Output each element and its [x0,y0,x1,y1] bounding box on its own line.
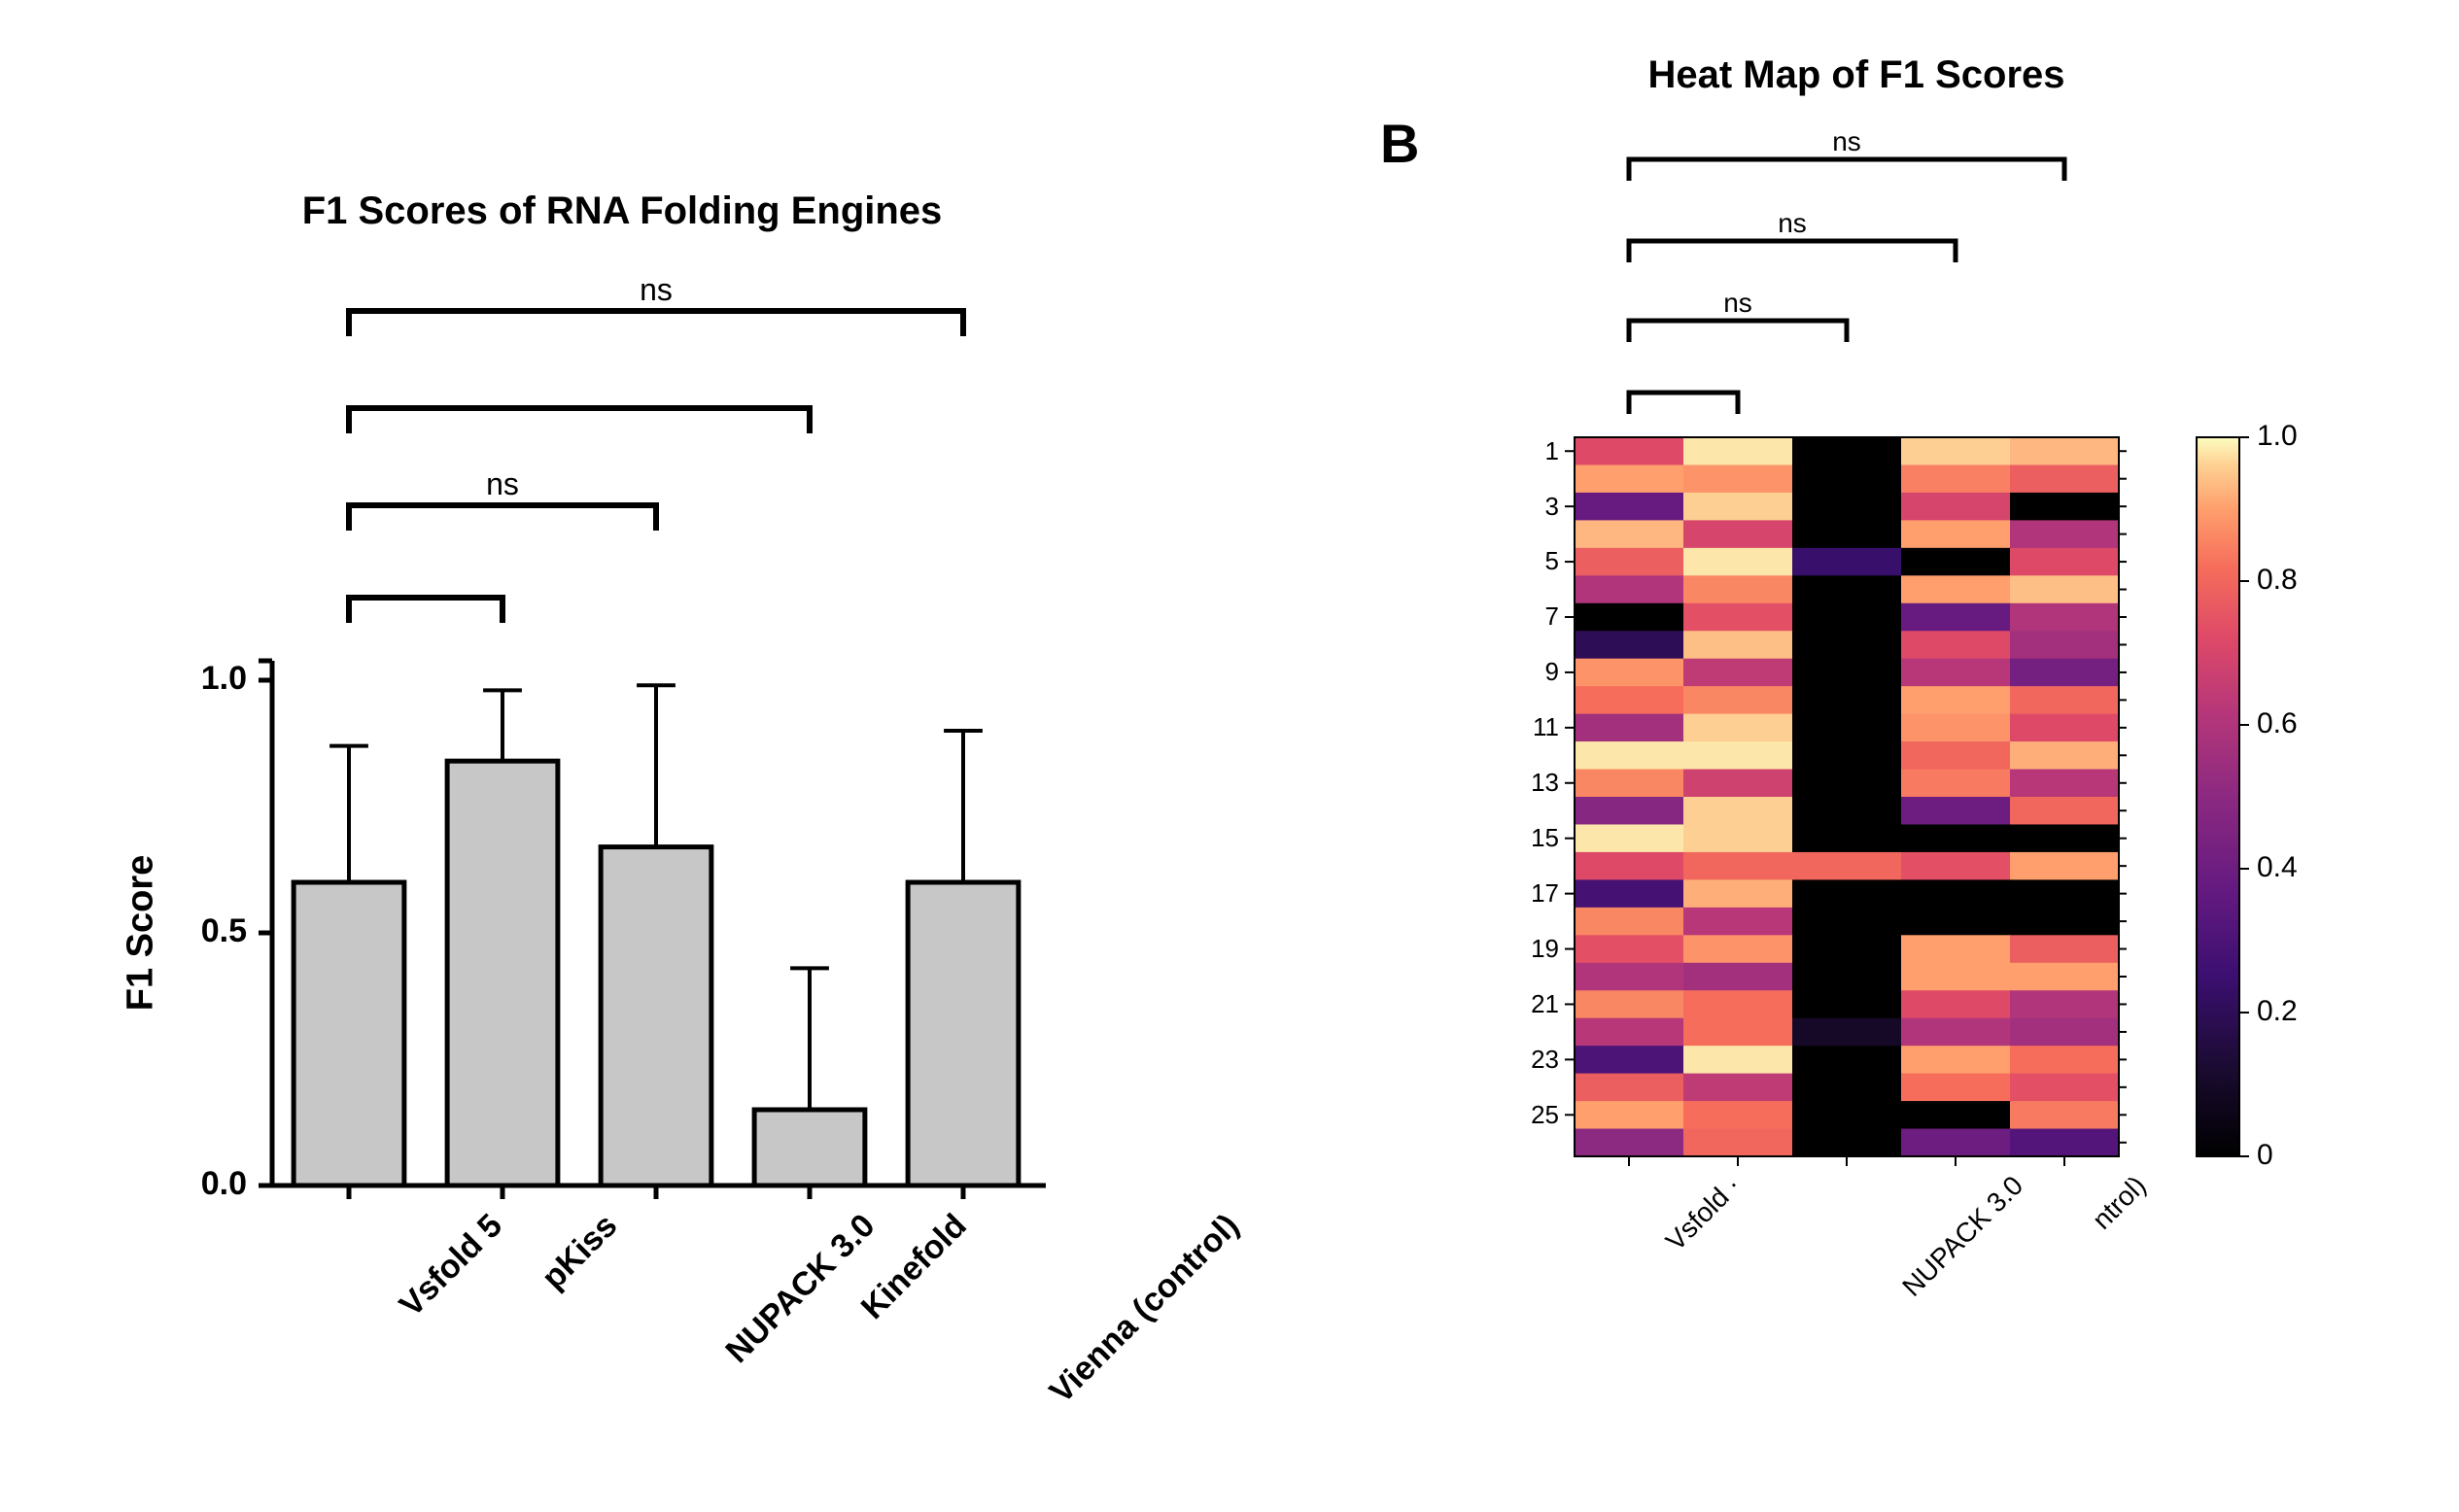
heatmap-row-label: 13 [1531,768,1559,798]
heatmap-xcat-label: Vsfold · [1660,1170,1748,1257]
bar-xcat-label: pKiss [535,1207,625,1297]
heatmap-row-label: 11 [1533,712,1559,742]
heatmap-row-label: 21 [1531,989,1559,1019]
heatmap-row-label: 25 [1531,1100,1559,1130]
heatmap-row-label: 23 [1531,1045,1559,1075]
significance-label: ns [486,466,519,502]
bar-ytick-label: 1.0 [201,660,247,698]
bar-xcat-label: Vsfold 5 [393,1207,510,1324]
bar-xcat-label: NUPACK 3.0 [718,1207,883,1371]
colorbar-tick-label: 1.0 [2257,420,2298,453]
colorbar-tick-label: 0 [2257,1139,2273,1172]
heatmap-row-label: 5 [1545,546,1559,576]
significance-label: ns [1832,126,1861,157]
colorbar-tick-label: 0.2 [2257,995,2298,1028]
colorbar-tick-label: 0.6 [2257,707,2298,740]
significance-label: ns [640,272,673,308]
heatmap-row-label: 17 [1531,878,1559,909]
colorbar-tick-label: 0.8 [2257,564,2298,597]
heatmap-xcat-label: ntrol) [2087,1170,2153,1236]
bar-ytick-label: 0.5 [201,912,247,950]
colorbar-tick-label: 0.4 [2257,851,2298,884]
heatmap-row-label: 7 [1545,601,1559,632]
significance-label: ns [1723,288,1752,319]
heatmap-row-label: 1 [1545,436,1559,466]
heatmap-row-label: 3 [1545,492,1559,522]
bar-ytick-label: 0.0 [201,1165,247,1203]
heatmap-row-label: 19 [1531,934,1559,964]
heatmap-row-label: 15 [1531,823,1559,853]
bar-xcat-label: Vienna (control) [1043,1207,1247,1411]
heatmap-row-label: 9 [1545,657,1559,687]
heatmap-xcat-label: NUPACK 3.0 [1896,1170,2029,1303]
significance-label: ns [1778,208,1807,239]
